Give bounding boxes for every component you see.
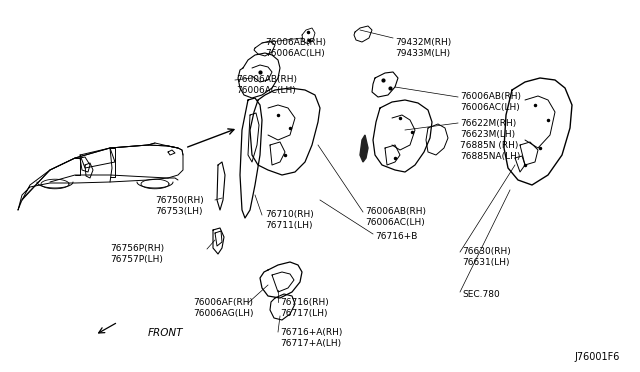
Text: 76006AB(RH): 76006AB(RH)	[236, 75, 297, 84]
Text: 76756P(RH): 76756P(RH)	[110, 244, 164, 253]
Text: 76885N (RH): 76885N (RH)	[460, 141, 518, 150]
Text: 76716(RH): 76716(RH)	[280, 298, 329, 307]
Text: SEC.780: SEC.780	[462, 290, 500, 299]
Text: 76631(LH): 76631(LH)	[462, 258, 509, 267]
Text: 76006AC(LH): 76006AC(LH)	[460, 103, 520, 112]
Text: 76885NA(LH): 76885NA(LH)	[460, 152, 520, 161]
Text: 79433M(LH): 79433M(LH)	[395, 49, 450, 58]
Text: 76757P(LH): 76757P(LH)	[110, 255, 163, 264]
Text: 79432M(RH): 79432M(RH)	[395, 38, 451, 47]
Text: 76710(RH): 76710(RH)	[265, 210, 314, 219]
Polygon shape	[360, 135, 368, 162]
Text: 76717(LH): 76717(LH)	[280, 309, 328, 318]
Text: 76622M(RH): 76622M(RH)	[460, 119, 516, 128]
Text: 76623M(LH): 76623M(LH)	[460, 130, 515, 139]
Text: 76006AF(RH): 76006AF(RH)	[193, 298, 253, 307]
Text: 76006AC(LH): 76006AC(LH)	[236, 86, 296, 95]
Text: 76750(RH): 76750(RH)	[155, 196, 204, 205]
Text: 76006AB(RH): 76006AB(RH)	[460, 92, 521, 101]
Text: 76753(LH): 76753(LH)	[155, 207, 202, 216]
Text: 76711(LH): 76711(LH)	[265, 221, 312, 230]
Text: 76716+A(RH): 76716+A(RH)	[280, 328, 342, 337]
Text: FRONT: FRONT	[148, 328, 184, 338]
Text: 76006AB(RH): 76006AB(RH)	[265, 38, 326, 47]
Text: 76006AC(LH): 76006AC(LH)	[265, 49, 324, 58]
Text: 76717+A(LH): 76717+A(LH)	[280, 339, 341, 348]
Text: 76006AB(RH): 76006AB(RH)	[365, 207, 426, 216]
Text: 76006AG(LH): 76006AG(LH)	[193, 309, 253, 318]
Text: 76630(RH): 76630(RH)	[462, 247, 511, 256]
Text: J76001F6: J76001F6	[575, 352, 620, 362]
Text: 76006AC(LH): 76006AC(LH)	[365, 218, 425, 227]
Text: 76716+B: 76716+B	[375, 232, 417, 241]
